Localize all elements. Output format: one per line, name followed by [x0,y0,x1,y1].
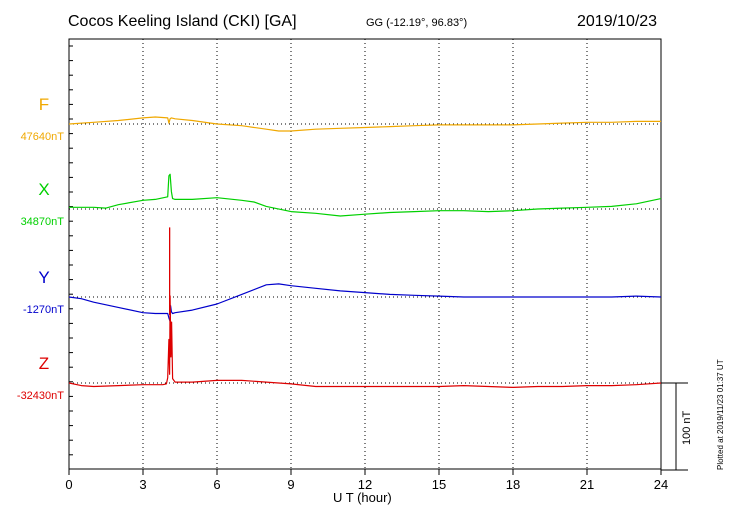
station-coordinates: GG (-12.19°, 96.83°) [366,17,468,29]
x-axis-label: U T (hour) [333,490,392,505]
scale-bar-label: 100 nT [681,410,693,445]
component-label-f: F [38,95,50,114]
x-tick-label: 9 [287,477,294,492]
x-tick-label: 12 [358,477,372,492]
x-tick-label: 21 [580,477,594,492]
x-tick-label: 24 [654,477,668,492]
component-label-x: X [38,180,50,199]
station-title: Cocos Keeling Island (CKI) [GA] [68,13,297,30]
plotted-timestamp: Plotted at 2019/11/23 01:37 UT [716,359,725,470]
x-tick-label: 0 [65,477,72,492]
series-line-x [69,173,662,217]
baseline-label-x: 34870nT [20,216,64,228]
baseline-label-f: 47640nT [20,131,64,143]
series-line-f [68,116,661,132]
plot-date: 2019/10/23 [577,13,658,30]
x-tick-label: 6 [213,477,220,492]
series-line-z [68,295,662,388]
component-label-y: Y [38,268,50,287]
x-tick-label: 15 [432,477,446,492]
baseline-label-y: -1270nT [23,304,64,316]
x-tick-label: 3 [139,477,146,492]
x-tick-label: 18 [506,477,520,492]
component-label-z: Z [38,354,50,373]
series-line-y [68,283,662,322]
baseline-label-z: -32430nT [16,390,64,402]
